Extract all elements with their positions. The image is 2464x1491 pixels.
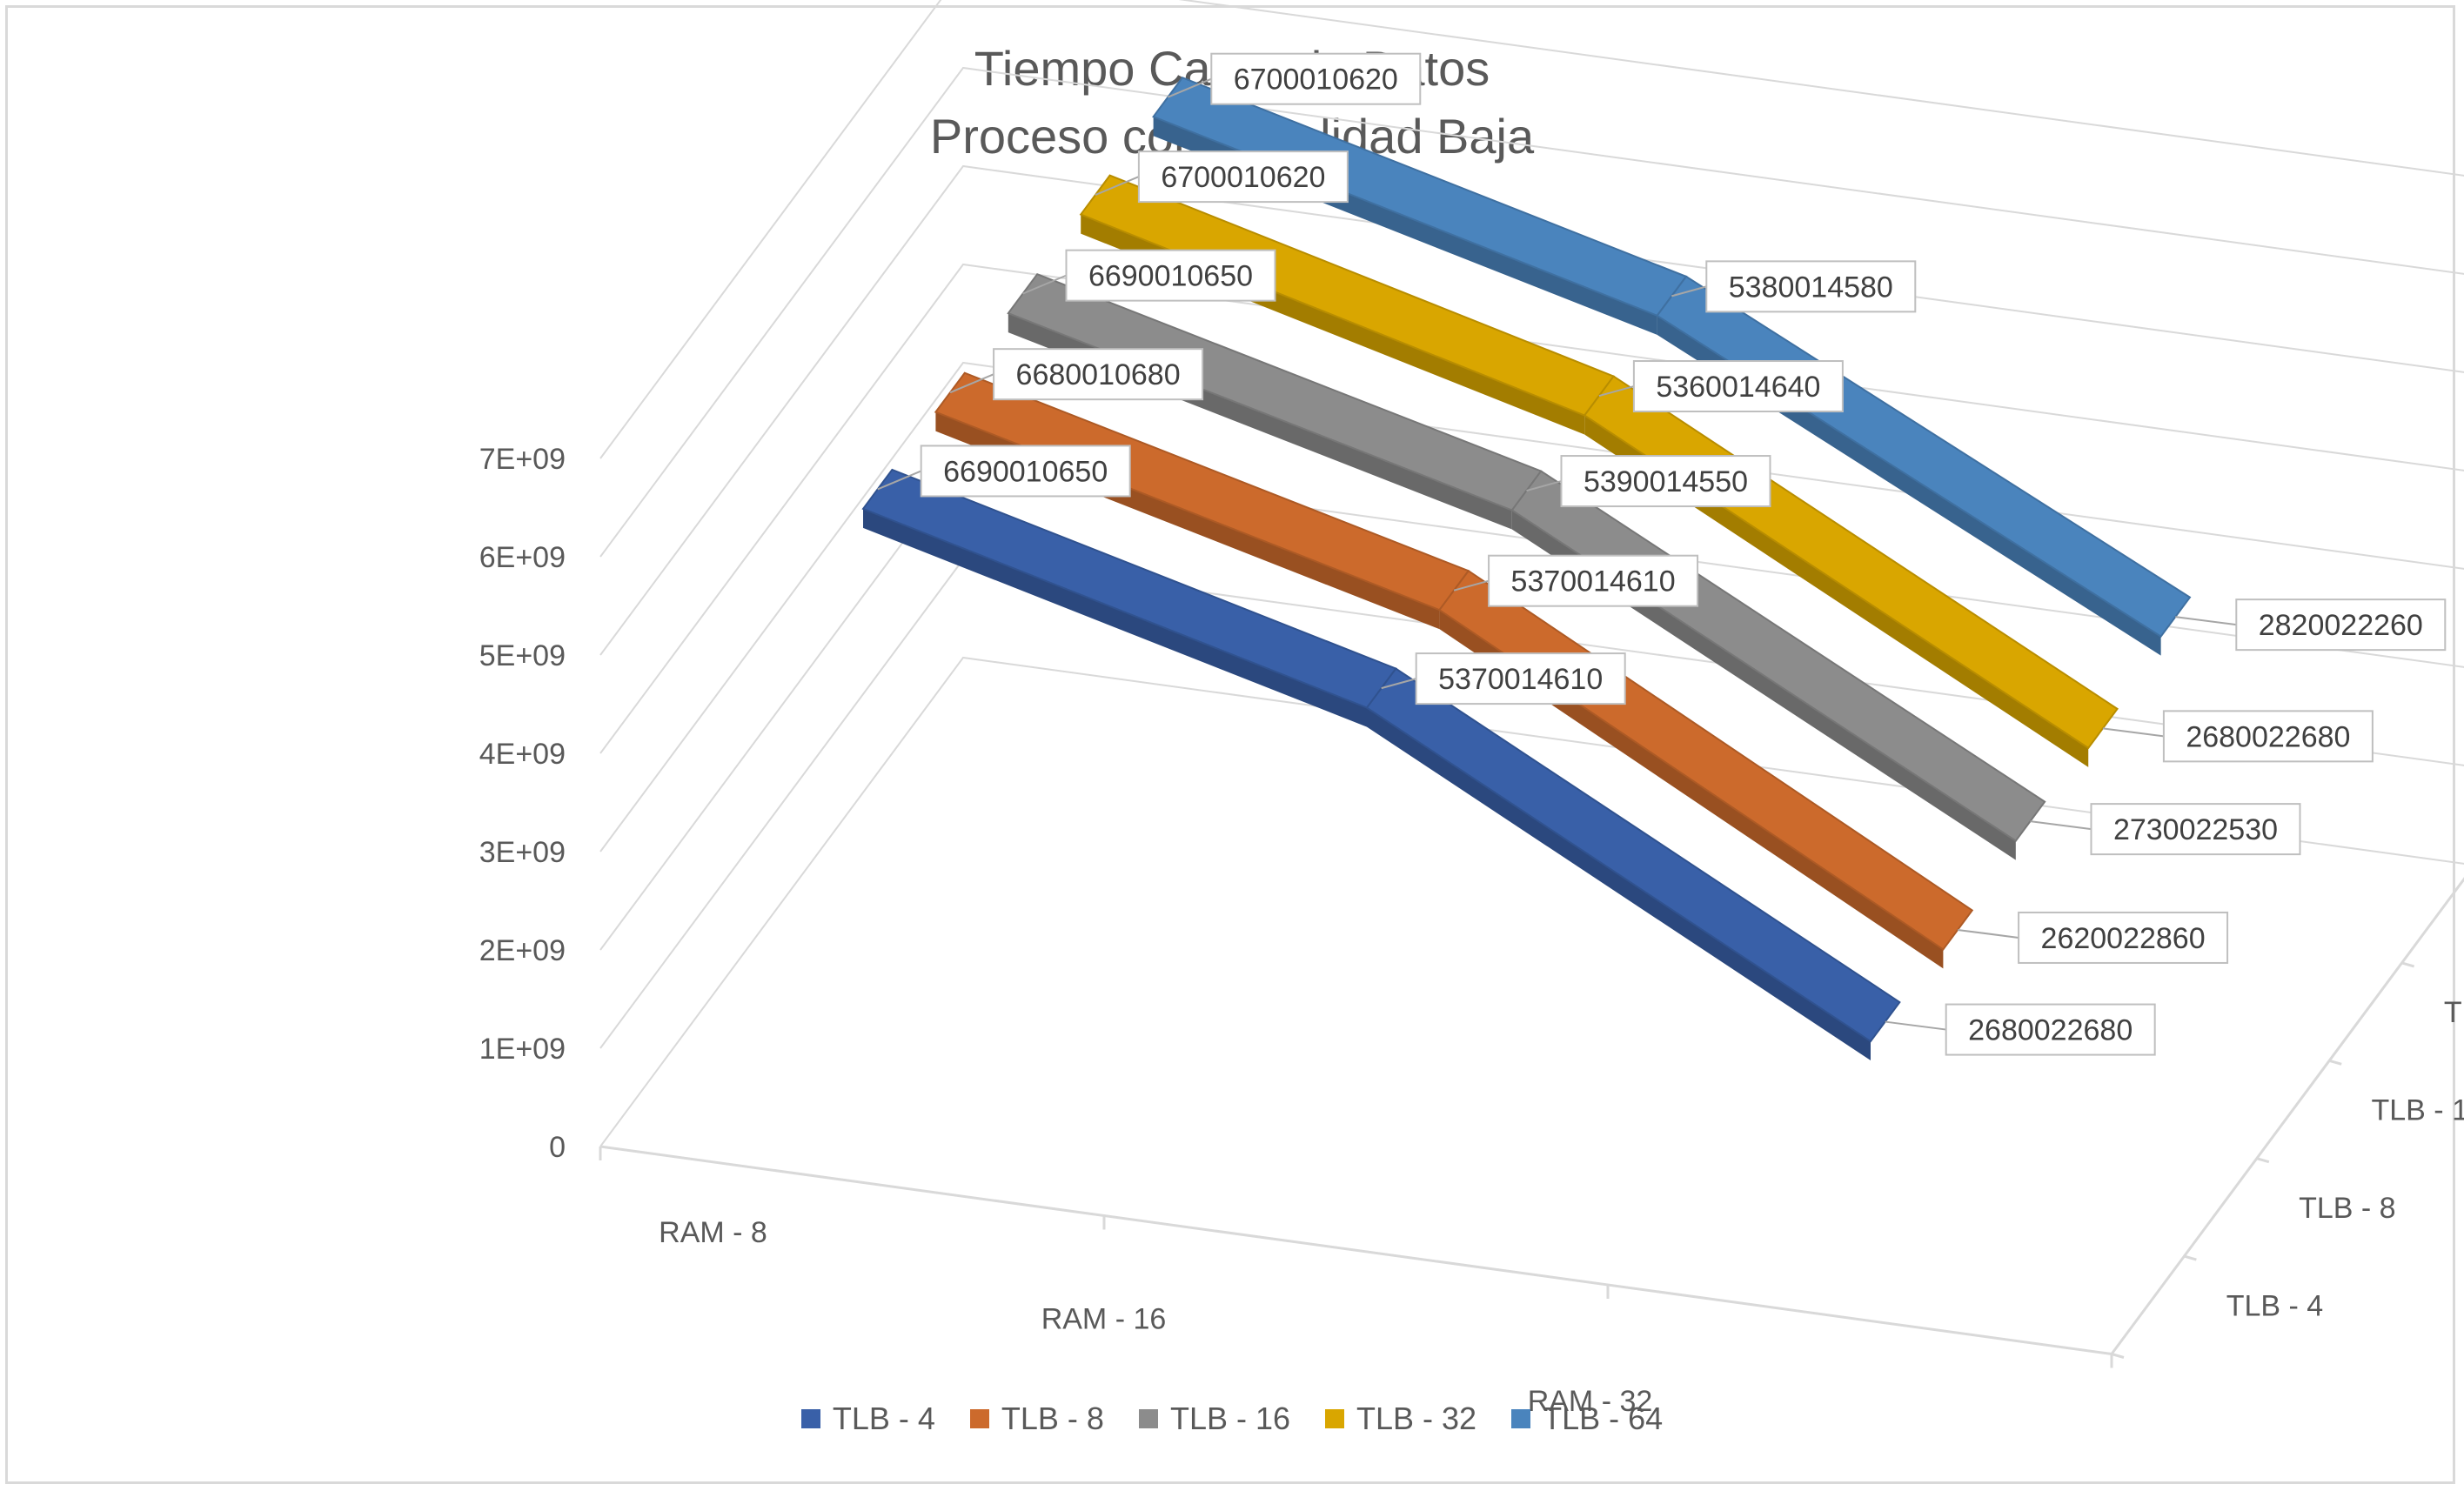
data-label: 6700010620 [1234, 64, 1398, 97]
legend-swatch [969, 1409, 989, 1428]
data-label: 2680022680 [1968, 1014, 2133, 1047]
data-label-leader [1022, 274, 1067, 295]
x-tick-label: RAM - 16 [1041, 1302, 1167, 1335]
data-label: 6680010680 [1016, 358, 1181, 391]
legend-swatch [1138, 1409, 1158, 1428]
gridline [599, 0, 2464, 459]
data-label-leader [2030, 820, 2092, 831]
data-label-box [920, 445, 1131, 498]
legend-swatch [1325, 1409, 1345, 1428]
x-tick-label: RAM - 32 [1528, 1385, 1653, 1418]
data-label-leader [1453, 579, 1490, 592]
legend-item: TLB - 4 [800, 1401, 935, 1437]
y-tick-label: 6E+09 [479, 541, 566, 574]
depth-tick-label: TLB - 4 [2226, 1289, 2323, 1322]
data-label-leader [1167, 77, 1212, 98]
x-axis-line [599, 1145, 2112, 1355]
depth-axis-tick [2256, 1157, 2270, 1164]
legend-swatch [1511, 1409, 1531, 1428]
y-tick-label: 7E+09 [479, 443, 566, 476]
data-label: 6700010620 [1161, 161, 1325, 194]
data-label-box [2018, 911, 2229, 964]
y-tick-label: 1E+09 [479, 1033, 566, 1066]
depth-axis-tick [2401, 961, 2415, 968]
legend-item: TLB - 8 [969, 1401, 1104, 1437]
data-label-leader [949, 373, 994, 394]
data-label-leader [877, 470, 922, 491]
y-tick-label: 3E+09 [479, 836, 566, 869]
data-label-box [1632, 360, 1844, 413]
data-label-leader [2102, 727, 2165, 738]
data-label-box [1488, 554, 1699, 607]
y-tick-label: 2E+09 [479, 934, 566, 967]
x-tick-label: RAM - 8 [659, 1216, 767, 1249]
gridline [599, 66, 2464, 558]
data-label-leader [1885, 1020, 1946, 1031]
data-label: 2680022680 [2186, 720, 2350, 753]
legend-label: TLB - 4 [832, 1401, 935, 1436]
data-label-box [1137, 150, 1349, 204]
gridline [599, 263, 2464, 754]
data-label-box [1210, 52, 1422, 105]
legend-item: TLB - 64 [1511, 1401, 1663, 1437]
depth-tick-label: TLB - 8 [2299, 1192, 2395, 1225]
data-label-leader [1598, 385, 1635, 397]
data-label: 5380014580 [1729, 271, 1893, 304]
legend-label: TLB - 64 [1543, 1401, 1664, 1436]
data-label-box [2090, 803, 2301, 856]
data-label-box [1065, 249, 1276, 302]
data-label-box [1560, 455, 1771, 508]
legend-label: TLB - 32 [1356, 1401, 1477, 1436]
legend-label: TLB - 16 [1169, 1401, 1291, 1436]
data-label: 5360014640 [1656, 371, 1820, 404]
data-label: 6690010650 [943, 455, 1108, 488]
depth-axis-tick [2183, 1254, 2197, 1261]
legend-swatch [800, 1409, 820, 1428]
depth-axis-tick [2111, 1353, 2125, 1359]
y-tick-label: 5E+09 [479, 639, 566, 672]
y-tick-label: 0 [549, 1131, 566, 1164]
data-label-leader [1957, 928, 2019, 939]
data-label-leader [1671, 285, 1707, 298]
data-label: 2620022860 [2041, 922, 2206, 955]
data-label: 5370014610 [1438, 663, 1603, 696]
data-label-leader [2175, 616, 2237, 626]
depth-axis-line [2110, 877, 2464, 1355]
data-label-box [2162, 710, 2374, 763]
series-ribbon-edge [1367, 707, 1871, 1061]
series-ribbon-edge [863, 508, 1368, 727]
gridline [599, 164, 2464, 656]
y-tick-label: 4E+09 [479, 738, 566, 771]
legend-item: TLB - 32 [1325, 1401, 1476, 1437]
data-label: 6690010650 [1088, 260, 1253, 293]
data-label: 5390014550 [1584, 465, 1748, 498]
depth-axis-tick [2328, 1059, 2342, 1066]
data-label-leader [1526, 480, 1562, 492]
data-label-box [2235, 598, 2447, 652]
data-label-box [1415, 652, 1626, 705]
data-label: 5370014610 [1511, 565, 1676, 598]
data-label-leader [1095, 176, 1140, 197]
data-label-box [1705, 260, 1917, 313]
data-label-box [993, 348, 1204, 401]
data-label: 2820022260 [2259, 609, 2423, 642]
data-label-leader [1381, 678, 1416, 690]
legend-label: TLB - 8 [1001, 1401, 1104, 1436]
legend-item: TLB - 16 [1138, 1401, 1291, 1437]
series-ribbon [1365, 667, 1901, 1043]
data-label: 2730022530 [2113, 813, 2278, 846]
depth-tick-label: TLB - 32 [2444, 996, 2464, 1029]
chart-legend: TLB - 4 TLB - 8 TLB - 16 TLB - 32 TLB - … [0, 1401, 2464, 1437]
data-label-box [1945, 1003, 2156, 1056]
depth-tick-label: TLB - 16 [2372, 1094, 2464, 1127]
